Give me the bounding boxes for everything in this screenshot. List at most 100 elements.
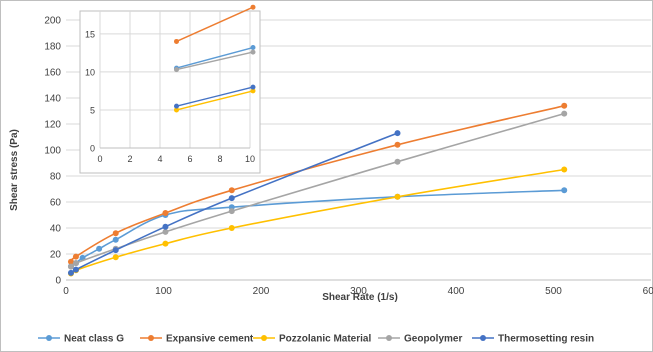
main-x-tick-label: 600 xyxy=(643,286,653,297)
main-data-point-pozzolanic-material xyxy=(394,193,401,200)
legend-swatch-marker xyxy=(480,335,486,341)
main-data-point-geopolymer xyxy=(67,263,74,270)
main-data-point-expansive-cement xyxy=(394,141,401,148)
main-data-point-pozzolanic-material xyxy=(162,240,169,247)
main-data-point-thermosetting-resin xyxy=(162,223,169,230)
main-data-point-pozzolanic-material xyxy=(561,166,568,173)
main-x-tick-label: 500 xyxy=(545,286,562,297)
main-data-point-pozzolanic-material xyxy=(228,225,235,231)
legend: Neat class G Expansive cement Pozzolanic M… xyxy=(38,334,594,345)
main-data-point-expansive-cement xyxy=(561,102,568,109)
inset-x-tick-label: 2 xyxy=(127,154,132,164)
main-y-tick-label: 20 xyxy=(50,250,62,261)
inset-series-group xyxy=(174,4,256,113)
main-data-point-expansive-cement xyxy=(72,253,79,260)
legend-item-thermosetting-resin: Thermosetting resin xyxy=(472,334,594,345)
main-series-line-expansive-cement xyxy=(69,105,565,263)
main-data-point-geopolymer xyxy=(228,208,235,215)
inset-x-tick-label: 0 xyxy=(97,154,102,164)
inset-series-line-thermosetting-resin xyxy=(176,86,254,107)
inset-y-tick-label: 10 xyxy=(85,67,95,77)
inset-series-line-neat-class-g xyxy=(176,46,254,69)
legend-label: Neat class G xyxy=(64,334,124,345)
main-y-tick-label: 200 xyxy=(44,16,61,27)
inset-frame xyxy=(79,10,261,174)
legend-label: Thermosetting resin xyxy=(498,334,594,345)
main-y-tick-label: 0 xyxy=(55,276,61,287)
main-y-tick-label: 160 xyxy=(44,68,61,79)
main-y-tick-label: 100 xyxy=(44,146,61,157)
main-data-point-geopolymer xyxy=(72,260,79,267)
inset-data-point-geopolymer xyxy=(174,67,179,73)
main-y-tick-label: 140 xyxy=(44,94,61,105)
inset-data-point-thermosetting-resin xyxy=(174,103,179,109)
inset-data-point-neat-class-g xyxy=(250,45,256,51)
inset-data-point-thermosetting-resin xyxy=(250,84,256,90)
main-series-line-geopolymer xyxy=(69,112,565,268)
main-data-point-pozzolanic-material xyxy=(112,254,119,261)
legend-swatch-marker xyxy=(386,335,392,341)
main-x-tick-label: 400 xyxy=(448,286,465,297)
main-data-point-geopolymer xyxy=(561,110,568,117)
main-data-point-thermosetting-resin xyxy=(67,269,74,276)
legend-label: Pozzolanic Material xyxy=(279,334,371,345)
legend-label: Geopolymer xyxy=(404,334,462,345)
main-data-point-expansive-cement xyxy=(228,187,235,194)
inset-series-thermosetting-resin xyxy=(174,84,256,109)
main-data-point-neat-class-g xyxy=(112,236,119,243)
inset-series-line-expansive-cement xyxy=(176,6,254,43)
inset-data-point-expansive-cement xyxy=(250,4,256,10)
inset-series-pozzolanic-material xyxy=(174,88,256,113)
main-data-point-geopolymer xyxy=(394,158,401,165)
main-data-point-thermosetting-resin xyxy=(228,195,235,202)
main-x-tick-label: 100 xyxy=(155,286,172,297)
main-y-tick-label: 40 xyxy=(50,224,62,235)
main-series-expansive-cement xyxy=(67,102,568,265)
main-data-point-expansive-cement xyxy=(162,210,169,217)
legend-swatch-marker xyxy=(46,335,52,341)
legend-item-neat-class-g: Neat class G xyxy=(38,334,124,345)
inset-data-point-pozzolanic-material xyxy=(174,107,179,113)
x-axis-title: Shear Rate (1/s) xyxy=(322,292,398,303)
main-x-tick-label: 0 xyxy=(63,286,69,297)
inset-gridlines xyxy=(99,11,251,149)
main-series-group xyxy=(67,102,568,277)
main-data-point-thermosetting-resin xyxy=(394,130,401,137)
main-y-tick-label: 60 xyxy=(50,198,62,209)
inset-x-tick-label: 6 xyxy=(187,154,192,164)
legend-swatch-marker xyxy=(148,335,154,341)
main-data-point-expansive-cement xyxy=(112,230,119,237)
inset-y-tick-labels: 0 5 10 15 xyxy=(85,29,95,153)
main-data-point-neat-class-g xyxy=(96,245,103,252)
legend-label: Expansive cement xyxy=(166,334,254,345)
inset-x-tick-label: 4 xyxy=(157,154,162,164)
main-y-tick-label: 180 xyxy=(44,42,61,53)
inset-x-tick-label: 8 xyxy=(217,154,222,164)
inset-data-point-expansive-cement xyxy=(174,38,179,44)
inset-x-tick-label: 10 xyxy=(245,154,255,164)
main-y-tick-label: 80 xyxy=(50,172,62,183)
y-axis-title: Shear stress (Pa) xyxy=(9,129,20,211)
inset-y-tick-label: 15 xyxy=(85,29,95,39)
inset-series-expansive-cement xyxy=(174,4,256,44)
inset-series-line-geopolymer xyxy=(176,51,254,71)
legend-item-geopolymer: Geopolymer xyxy=(378,334,462,345)
main-data-point-thermosetting-resin xyxy=(72,266,79,273)
inset-data-point-pozzolanic-material xyxy=(250,88,256,94)
main-data-point-geopolymer xyxy=(162,228,169,235)
legend-item-pozzolanic-material: Pozzolanic Material xyxy=(253,334,371,345)
main-x-tick-labels: 0 100 200 300 400 500 600 xyxy=(63,286,653,297)
main-x-tick-label: 200 xyxy=(253,286,270,297)
inset-y-tick-label: 0 xyxy=(90,144,95,154)
main-data-point-thermosetting-resin xyxy=(112,247,119,254)
legend-swatch-marker xyxy=(261,335,267,341)
main-y-tick-labels: 0 20 40 60 80 100 120 140 160 180 200 xyxy=(44,16,61,287)
inset-series-line-pozzolanic-material xyxy=(176,90,254,111)
main-data-point-expansive-cement xyxy=(67,258,74,265)
main-series-thermosetting-resin xyxy=(67,130,401,276)
main-data-point-neat-class-g xyxy=(561,187,568,194)
inset-x-tick-labels: 0 2 4 6 8 10 xyxy=(97,154,255,164)
main-y-tick-label: 120 xyxy=(44,120,61,131)
